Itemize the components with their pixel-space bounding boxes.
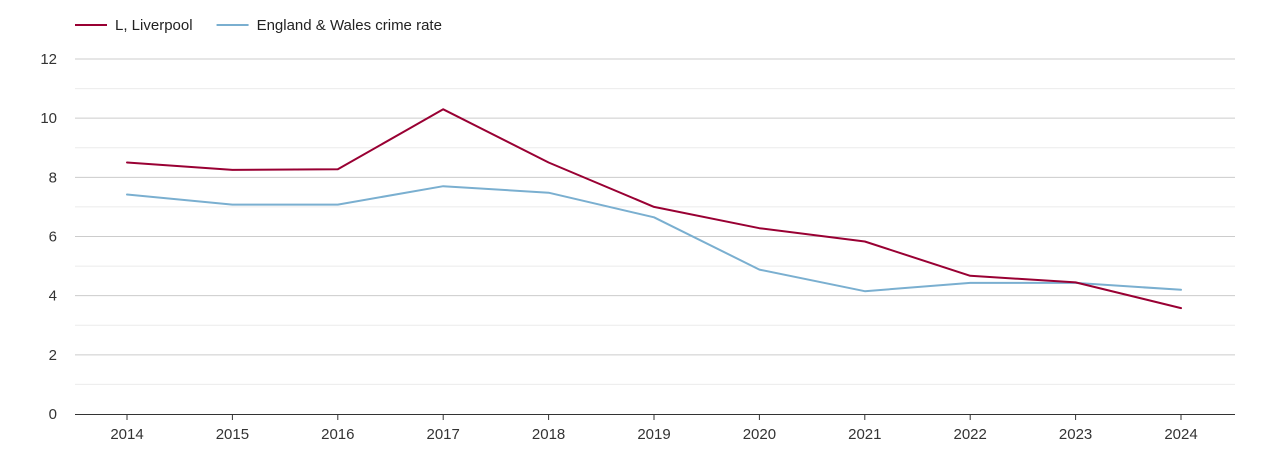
grid <box>75 58 1235 385</box>
y-tick-label: 4 <box>49 288 57 305</box>
y-tick-label: 10 <box>40 110 57 127</box>
x-axis: 2014 2015 2016 2017 2018 2019 2020 2021 2022 2023… <box>75 414 1235 443</box>
x-tick-label: 2015 <box>216 426 249 443</box>
y-tick-label: 8 <box>49 169 57 186</box>
legend-label-liverpool: L, Liverpool <box>115 17 193 34</box>
y-tick-label: 2 <box>49 347 57 364</box>
x-tick-label: 2019 <box>637 426 670 443</box>
x-tick-label: 2022 <box>954 426 987 443</box>
legend: L, Liverpool England & Wales crime rate <box>75 17 442 34</box>
series-line-liverpool <box>126 108 1182 310</box>
x-tick-label: 2021 <box>848 426 881 443</box>
x-tick-label: 2018 <box>532 426 565 443</box>
x-tick-label: 2020 <box>743 426 776 443</box>
y-tick-label: 0 <box>49 406 57 423</box>
x-tick-label: 2016 <box>321 426 354 443</box>
x-tick-label: 2014 <box>110 426 143 443</box>
x-tick-label: 2024 <box>1164 426 1197 443</box>
y-tick-label: 6 <box>49 229 57 246</box>
y-tick-label: 12 <box>40 51 57 68</box>
x-tick-label: 2023 <box>1059 426 1092 443</box>
x-tick-label: 2017 <box>427 426 460 443</box>
plot-area <box>126 108 1182 310</box>
y-axis: 0 2 4 6 8 10 12 <box>40 51 57 423</box>
legend-label-england-wales: England & Wales crime rate <box>257 17 442 34</box>
series-line-england-wales <box>126 185 1182 293</box>
